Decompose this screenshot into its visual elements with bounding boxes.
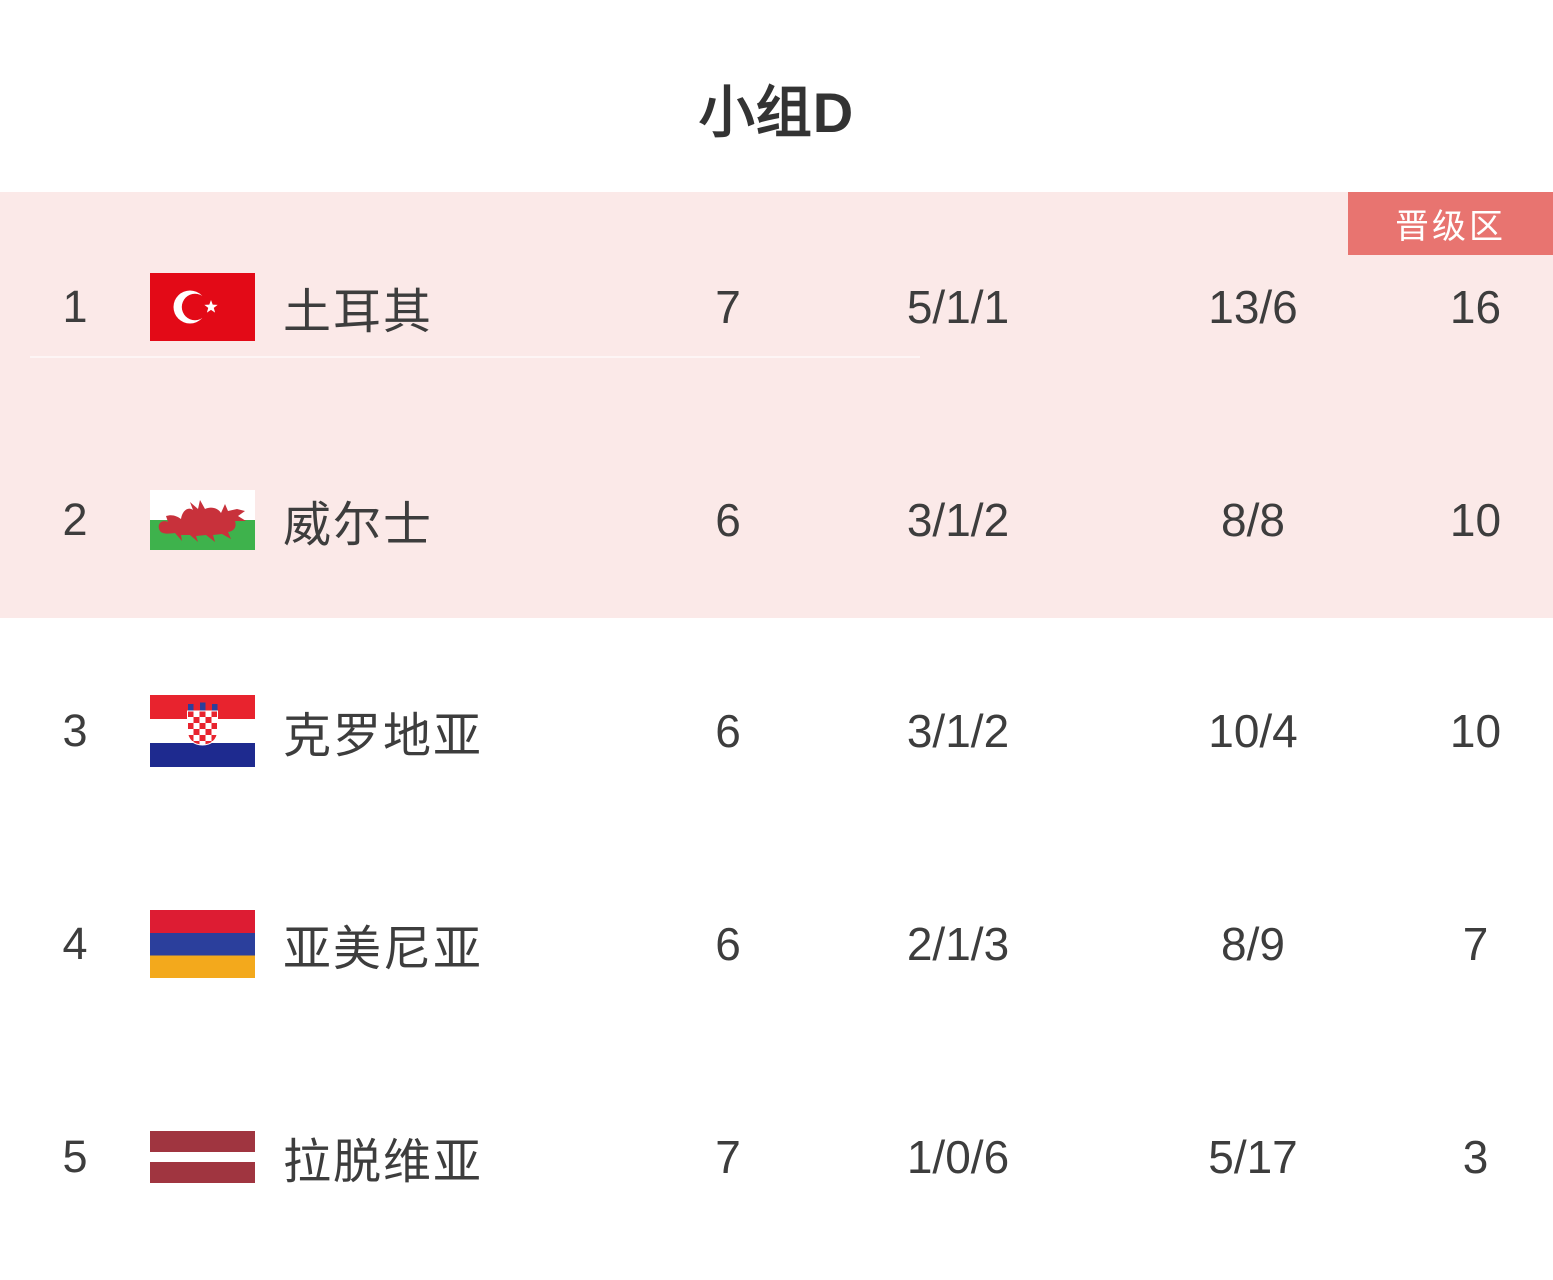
points: 10 [1449,493,1502,546]
row-divider [30,356,920,358]
win-draw-loss: 3/1/2 [906,704,1010,757]
win-draw-loss: 2/1/3 [906,917,1010,970]
promotion-zone-section: 晋级区 1 土耳其 7 5/1/1 13/6 16 2 威尔士 6 3/1/2 … [0,192,1553,618]
team-name: 土耳其 [283,285,434,339]
table-row[interactable]: 5 拉脱维亚 7 1/0/6 5/17 3 [0,1050,1553,1263]
games-played: 6 [715,704,741,757]
standings-section: 3 克罗地亚 6 3/1/2 10/4 10 4 亚美尼亚 6 2/1/3 8/… [0,618,1553,1280]
rank-number: 1 [62,280,88,332]
table-row[interactable]: 2 威尔士 6 3/1/2 8/8 10 [0,413,1553,618]
armenia-flag-icon [150,909,255,978]
team-name: 克罗地亚 [283,709,484,763]
table-row[interactable]: 3 克罗地亚 6 3/1/2 10/4 10 [0,624,1553,837]
games-played: 7 [715,280,741,333]
croatia-flag-icon [150,694,255,767]
rank-number: 4 [62,917,88,969]
promotion-zone-badge: 晋级区 [1348,192,1553,255]
games-played: 6 [715,917,741,970]
turkey-flag-icon [150,272,255,341]
flag-cell [150,909,255,978]
rank-number: 3 [62,704,88,756]
goals-for-against: 8/8 [1221,493,1285,546]
rank-number: 2 [62,493,88,545]
wales-flag-icon [150,489,255,550]
page-title: 小组D [698,81,855,144]
goals-for-against: 10/4 [1208,704,1298,757]
latvia-flag-icon [150,1130,255,1183]
flag-cell [150,272,255,341]
highlighted-rows: 1 土耳其 7 5/1/1 13/6 16 2 威尔士 6 3/1/2 8/8 … [0,192,1553,618]
points: 10 [1449,704,1502,757]
goals-for-against: 5/17 [1208,1130,1298,1183]
games-played: 7 [715,1130,741,1183]
win-draw-loss: 5/1/1 [906,280,1010,333]
points: 7 [1462,917,1489,970]
goals-for-against: 8/9 [1221,917,1285,970]
team-name: 威尔士 [283,498,434,552]
points: 16 [1449,280,1502,333]
table-row[interactable]: 4 亚美尼亚 6 2/1/3 8/9 7 [0,837,1553,1050]
flag-cell [150,1130,255,1183]
flag-cell [150,489,255,550]
rank-number: 5 [62,1130,88,1182]
goals-for-against: 13/6 [1208,280,1298,333]
points: 3 [1462,1130,1489,1183]
team-name: 亚美尼亚 [283,922,484,976]
flag-cell [150,694,255,767]
games-played: 6 [715,493,741,546]
win-draw-loss: 3/1/2 [906,493,1010,546]
table-row[interactable]: 1 土耳其 7 5/1/1 13/6 16 [0,200,1553,413]
win-draw-loss: 1/0/6 [906,1130,1010,1183]
regular-rows: 3 克罗地亚 6 3/1/2 10/4 10 4 亚美尼亚 6 2/1/3 8/… [0,618,1553,1263]
team-name: 拉脱维亚 [283,1135,484,1189]
